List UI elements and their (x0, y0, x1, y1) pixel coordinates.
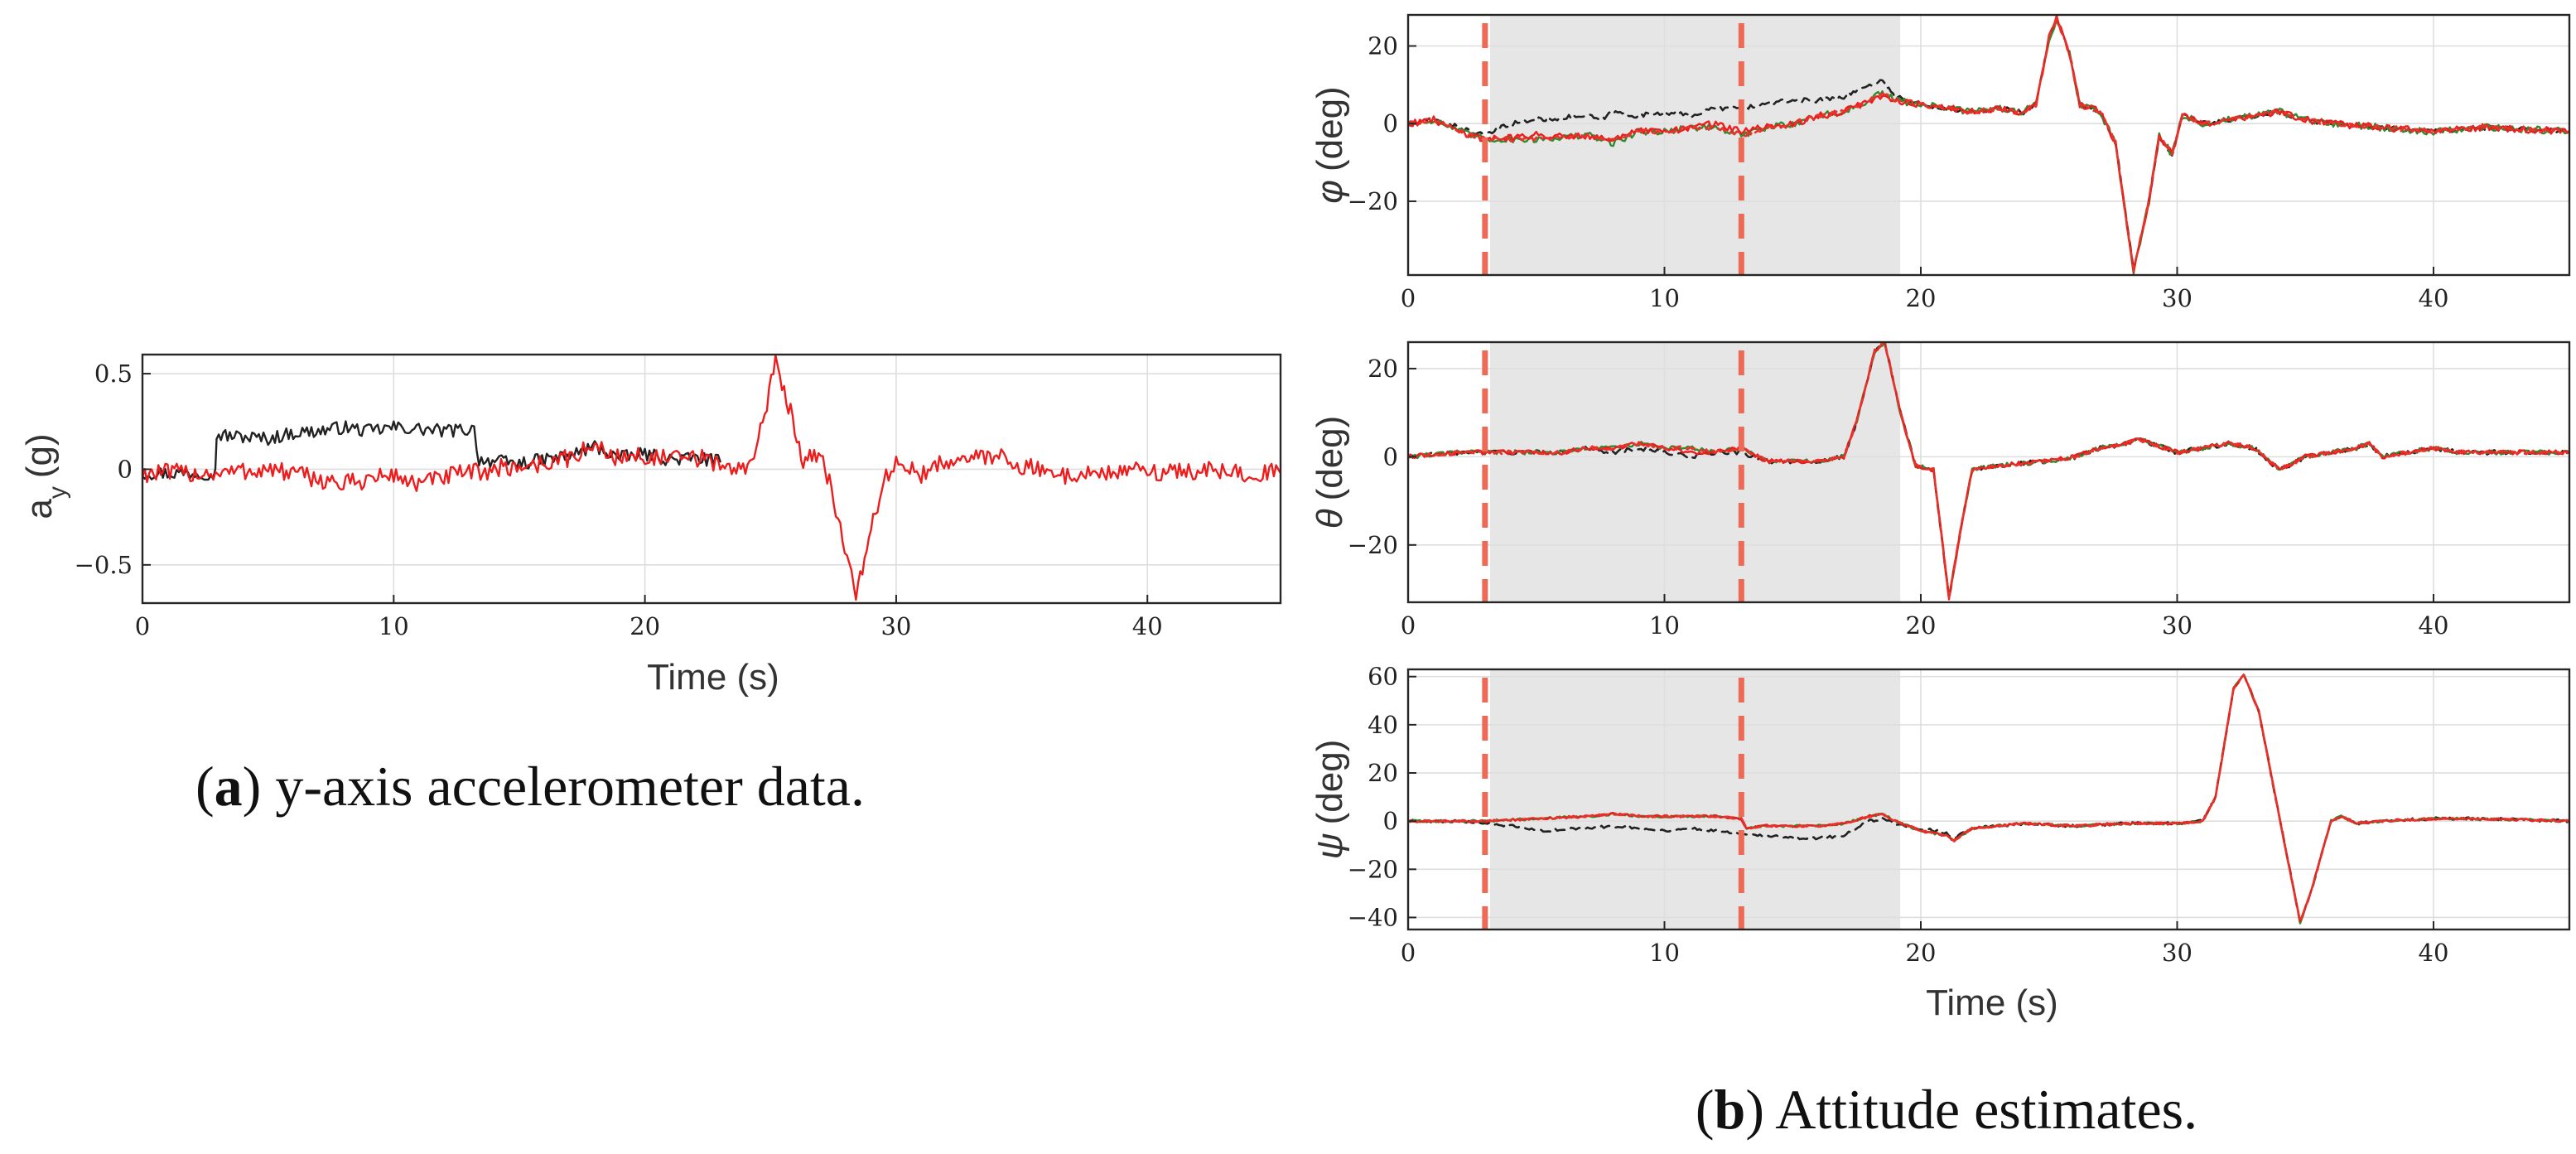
x-tick-label: 30 (2162, 284, 2192, 312)
y-tick-label: 0 (1383, 807, 1398, 835)
x-tick-label: 30 (880, 612, 911, 640)
y-tick-label: 20 (1368, 355, 1398, 383)
caption-b-letter: b (1715, 1078, 1746, 1141)
y-tick-label: 60 (1368, 663, 1398, 691)
caption-a-text: y-axis accelerometer data. (275, 755, 865, 818)
ay-ylabel-unit: (g) (19, 433, 60, 478)
phi-ylabel-unit: (deg) (1310, 86, 1350, 171)
caption-b-text: Attitude estimates. (1775, 1078, 2197, 1141)
theta-ylabel-unit: (deg) (1310, 416, 1350, 501)
x-tick-label: 40 (1132, 612, 1163, 640)
x-tick-label: 40 (2419, 284, 2449, 312)
y-tick-label: −20 (1348, 187, 1398, 215)
psi-ylabel-unit: (deg) (1310, 740, 1350, 825)
theta-ylabel: θ (deg) (1310, 416, 1350, 529)
shaded-interval (1490, 669, 1901, 929)
x-tick-label: 40 (2419, 611, 2449, 640)
theta-ylabel-main: θ (1310, 509, 1350, 529)
chart-theta: 0 10 20 30 40 20 0 −20 (1348, 340, 2571, 640)
phi-ylabel-main: φ (1310, 180, 1350, 204)
x-tick-label: 10 (1649, 611, 1680, 640)
x-tick-label: 30 (2162, 611, 2192, 640)
caption-b: (b) Attitude estimates. (1696, 1078, 2197, 1141)
shaded-interval (1490, 342, 1901, 602)
ay-ylabel: ay (g) (19, 433, 71, 519)
y-tick-label: 20 (1368, 759, 1398, 787)
ay-ylabel-sub: y (44, 486, 71, 499)
y-tick-label: 20 (1368, 31, 1398, 60)
plot-frame (1406, 13, 2571, 277)
x-tick-label: 10 (1649, 284, 1680, 312)
x-tick-label: 30 (2162, 939, 2192, 967)
ay-ylabel-main: a (19, 499, 60, 519)
series-estimate-red (1408, 15, 2569, 273)
x-tick-label: 10 (379, 612, 409, 640)
y-tick-label: 40 (1368, 711, 1398, 739)
x-tick-label: 20 (1906, 284, 1937, 312)
chart-ay: 0 10 20 30 40 0.5 0 −0.5 (75, 353, 1282, 640)
plot-frame (141, 353, 1282, 605)
x-tick-label: 40 (2419, 939, 2449, 967)
psi-ylabel-main: ψ (1310, 833, 1350, 859)
caption-a: (a) y-axis accelerometer data. (195, 755, 865, 818)
chart-phi: 0 10 20 30 40 20 0 −20 (1348, 13, 2571, 312)
y-tick-label: −20 (1348, 531, 1398, 559)
plot-frame (1406, 340, 2571, 604)
x-tick-label: 0 (1401, 284, 1416, 312)
x-tick-label: 20 (1906, 939, 1937, 967)
phi-ylabel: φ (deg) (1310, 86, 1350, 203)
x-tick-label: 0 (1401, 611, 1416, 640)
y-tick-label: −0.5 (75, 551, 133, 579)
y-tick-label: 0 (1383, 442, 1398, 471)
psi-xlabel: Time (s) (1926, 983, 2058, 1023)
plot-frame (1406, 668, 2571, 931)
series-y-axis-accelerometer-red (142, 355, 1281, 601)
psi-ylabel: ψ (deg) (1310, 740, 1350, 860)
series-estimate-red-dashed (1408, 17, 2569, 273)
series-estimate-red-dashed (1408, 342, 2569, 599)
x-tick-label: 20 (630, 612, 660, 640)
caption-a-letter: a (215, 755, 243, 818)
x-tick-label: 0 (135, 612, 150, 640)
x-tick-label: 20 (1906, 611, 1937, 640)
series-estimate-red-dashed (1408, 674, 2569, 924)
chart-psi: 0 10 20 30 40 60 40 20 0 −20 −40 (1348, 663, 2571, 967)
y-tick-label: 0 (1383, 109, 1398, 138)
shaded-interval (1490, 15, 1901, 275)
y-tick-label: 0 (118, 455, 133, 483)
y-tick-label: −40 (1348, 903, 1398, 931)
y-tick-label: −20 (1348, 855, 1398, 883)
x-tick-label: 0 (1401, 939, 1416, 967)
x-tick-label: 10 (1649, 939, 1680, 967)
ay-xlabel: Time (s) (647, 657, 779, 698)
y-tick-label: 0.5 (94, 360, 133, 388)
